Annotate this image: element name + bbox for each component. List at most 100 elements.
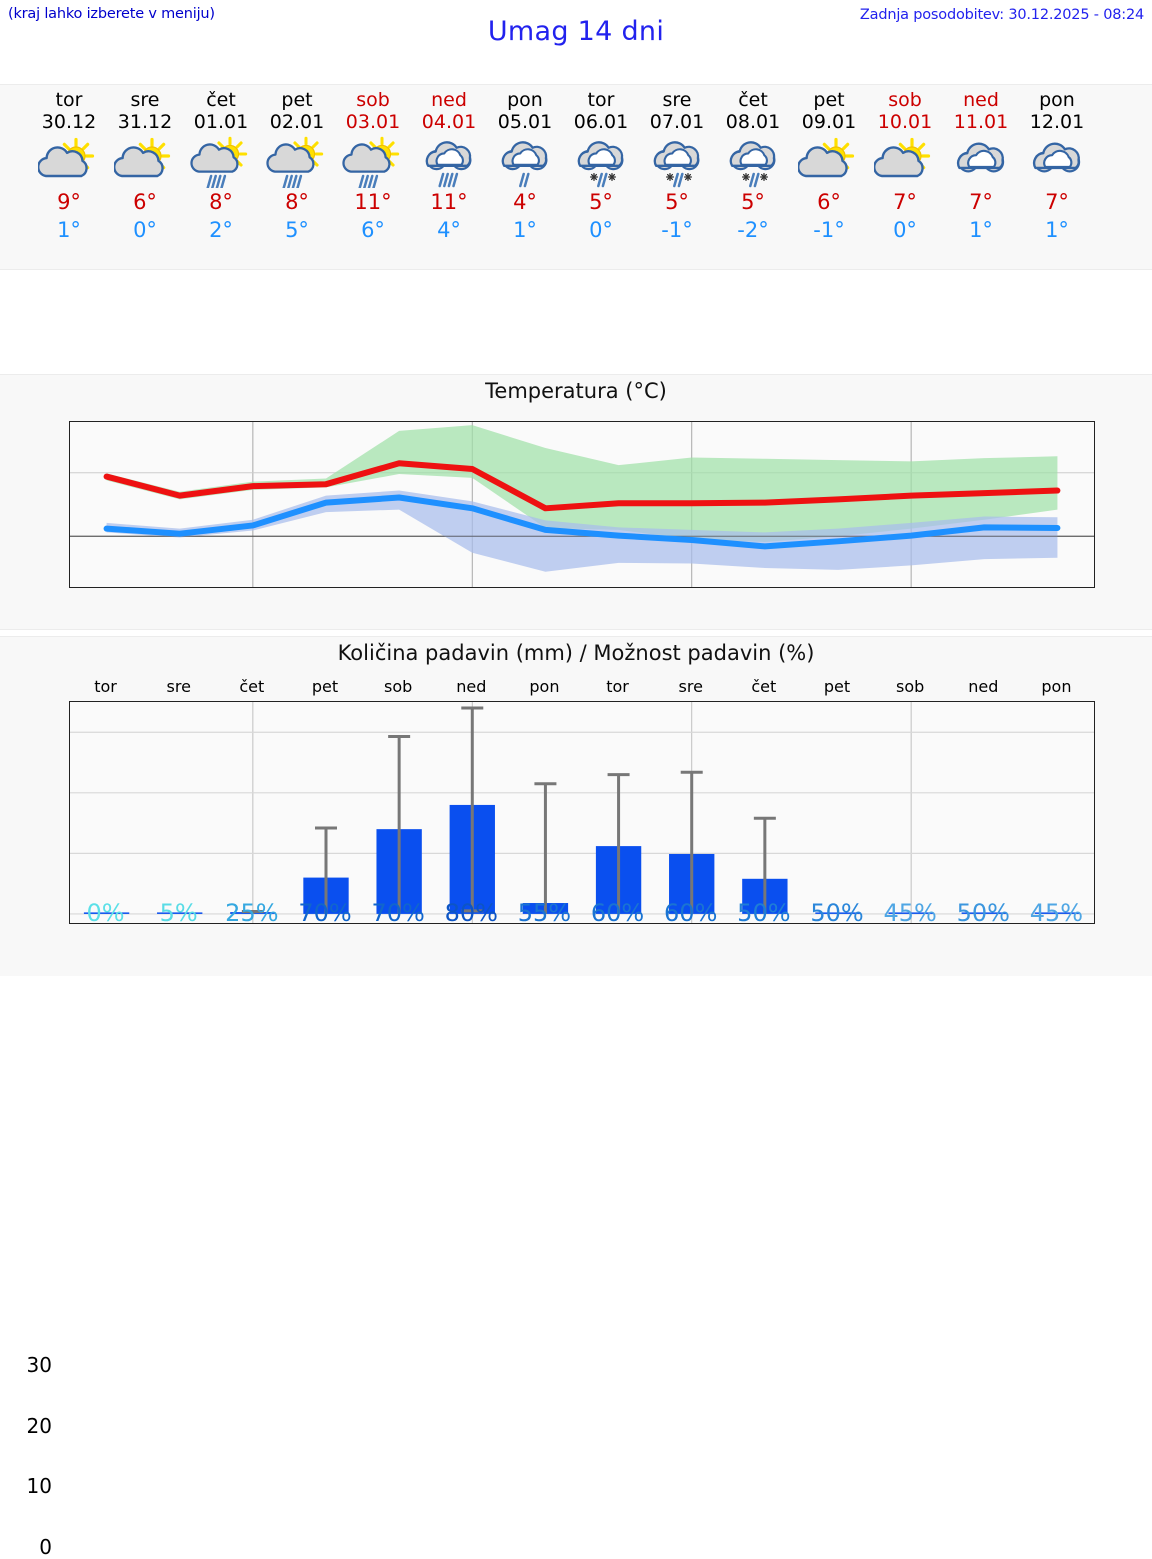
day-temp-max: 7° <box>893 190 917 214</box>
forecast-day-1[interactable]: tor 30.12 9° 1° <box>30 85 108 244</box>
day-date: 06.01 <box>573 111 629 133</box>
day-temp-max: 8° <box>285 190 309 214</box>
temperature-plot-svg <box>70 422 1094 587</box>
day-of-week: ned <box>963 89 999 111</box>
precipitation-day-label: pon <box>529 677 560 696</box>
day-temp-max: 11° <box>354 190 392 214</box>
day-temp-min: 1° <box>513 218 537 242</box>
day-temp-max: 6° <box>817 190 841 214</box>
precipitation-day-label: ned <box>456 677 487 696</box>
forecast-day-8[interactable]: tor 06.01 5° 0° <box>562 85 640 244</box>
cloud-rain-light-icon <box>486 136 564 188</box>
day-temp-max: 5° <box>741 190 765 214</box>
forecast-day-12[interactable]: sob 10.01 7° 0° <box>866 85 944 244</box>
day-date: 07.01 <box>649 111 705 133</box>
day-temp-max: 4° <box>513 190 537 214</box>
day-date: 12.01 <box>1029 111 1085 133</box>
day-date: 03.01 <box>345 111 401 133</box>
day-temp-min: 0° <box>893 218 917 242</box>
forecast-day-6[interactable]: ned 04.01 11° 4° <box>410 85 488 244</box>
day-temp-max: 6° <box>133 190 157 214</box>
sun-cloud-rain-icon <box>334 136 412 188</box>
day-temp-min: 4° <box>437 218 461 242</box>
day-of-week: sob <box>888 89 922 111</box>
forecast-day-13[interactable]: ned 11.01 7° 1° <box>942 85 1020 244</box>
precipitation-day-label: sre <box>166 677 191 696</box>
sun-behind-cloud-icon <box>790 136 868 188</box>
day-date: 10.01 <box>877 111 933 133</box>
precipitation-day-label: čet <box>751 677 777 696</box>
day-of-week: čet <box>738 89 768 111</box>
day-of-week: tor <box>587 89 615 111</box>
precipitation-chart-title: Količina padavin (mm) / Možnost padavin … <box>337 641 815 665</box>
cloud-icon <box>1018 136 1096 188</box>
cloud-icon <box>942 136 1020 188</box>
day-temp-max: 7° <box>1045 190 1069 214</box>
day-temp-min: -1° <box>813 218 845 242</box>
precipitation-probability: 5% <box>159 899 198 927</box>
day-temp-min: 0° <box>589 218 613 242</box>
precipitation-day-label: pet <box>311 677 339 696</box>
day-of-week: tor <box>55 89 83 111</box>
cloud-sleet-icon <box>638 136 716 188</box>
forecast-day-14[interactable]: pon 12.01 7° 1° <box>1018 85 1096 244</box>
day-temp-max: 8° <box>209 190 233 214</box>
page-header: (kraj lahko izberete v meniju) Umag 14 d… <box>0 0 1152 62</box>
precipitation-day-label: čet <box>239 677 265 696</box>
precipitation-y-tick-label: 0 <box>39 1534 52 1559</box>
forecast-day-3[interactable]: čet 01.01 8° 2° <box>182 85 260 244</box>
forecast-day-9[interactable]: sre 07.01 5° -1° <box>638 85 716 244</box>
precipitation-y-tick-label: 10 <box>26 1474 52 1499</box>
day-date: 11.01 <box>953 111 1009 133</box>
cloud-rain-icon <box>410 136 488 188</box>
precipitation-probability: 50% <box>737 899 791 927</box>
forecast-day-11[interactable]: pet 09.01 6° -1° <box>790 85 868 244</box>
day-date: 05.01 <box>497 111 553 133</box>
precipitation-plot-area <box>69 701 1095 924</box>
day-date: 30.12 <box>41 111 97 133</box>
precipitation-day-label: pon <box>1041 677 1072 696</box>
forecast-day-2[interactable]: sre 31.12 6° 0° <box>106 85 184 244</box>
sun-behind-cloud-icon <box>30 136 108 188</box>
temperature-chart-title: Temperatura (°C) <box>485 379 667 403</box>
day-temp-min: 0° <box>133 218 157 242</box>
precipitation-day-label: sob <box>896 677 925 696</box>
precipitation-probability: 45% <box>1029 899 1084 927</box>
precipitation-probability: 0% <box>86 899 125 927</box>
forecast-day-5[interactable]: sob 03.01 11° 6° <box>334 85 412 244</box>
precipitation-chart-panel: Količina padavin (mm) / Možnost padavin … <box>0 636 1152 1559</box>
precipitation-day-label: tor <box>94 677 117 696</box>
day-of-week: pon <box>507 89 543 111</box>
day-temp-max: 9° <box>57 190 81 214</box>
precipitation-probability: 25% <box>225 899 279 927</box>
precipitation-probability: 60% <box>590 899 645 927</box>
forecast-day-strip: tor 30.12 9° 1° sre 31.12 6° 0° čet 01.01 8° 2° p… <box>0 84 1152 270</box>
day-temp-min: 5° <box>285 218 309 242</box>
day-temp-min: 1° <box>969 218 993 242</box>
precipitation-y-tick-label: 30 <box>26 1353 52 1378</box>
page-title: Umag 14 dni <box>487 16 665 47</box>
forecast-day-7[interactable]: pon 05.01 4° 1° <box>486 85 564 244</box>
day-of-week: sob <box>356 89 390 111</box>
cloud-sleet-icon <box>714 136 792 188</box>
day-temp-max: 11° <box>430 190 468 214</box>
day-date: 08.01 <box>725 111 781 133</box>
day-temp-min: 2° <box>209 218 233 242</box>
day-date: 04.01 <box>421 111 477 133</box>
day-of-week: čet <box>206 89 236 111</box>
precipitation-day-label: ned <box>968 677 999 696</box>
precipitation-probability: 70% <box>298 899 352 927</box>
forecast-day-10[interactable]: čet 08.01 5° -2° <box>714 85 792 244</box>
precipitation-y-tick-label: 20 <box>26 1413 52 1438</box>
day-date: 09.01 <box>801 111 857 133</box>
sun-cloud-rain-icon <box>258 136 336 188</box>
day-temp-min: -2° <box>737 218 769 242</box>
precipitation-probability: 50% <box>956 899 1010 927</box>
precipitation-probability: 70% <box>371 899 425 927</box>
day-temp-min: 6° <box>361 218 385 242</box>
day-of-week: sre <box>130 89 160 111</box>
forecast-day-4[interactable]: pet 02.01 8° 5° <box>258 85 336 244</box>
precipitation-probability: 55% <box>517 899 572 927</box>
day-date: 02.01 <box>269 111 325 133</box>
day-of-week: pet <box>813 89 845 111</box>
